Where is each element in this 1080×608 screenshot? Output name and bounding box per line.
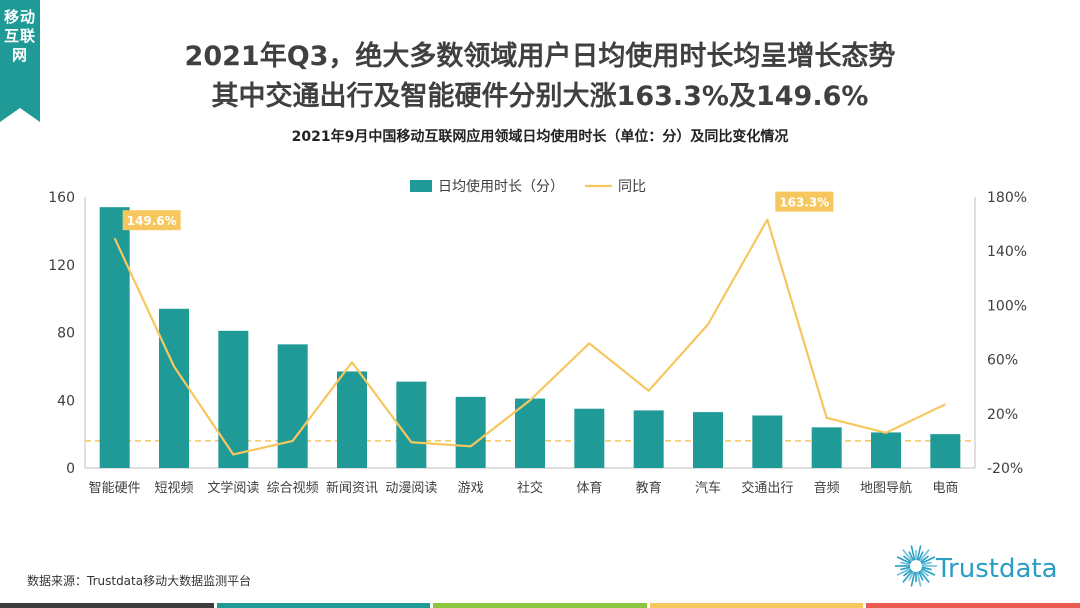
category-label: 新闻资讯 [326,480,378,496]
annotation-box [122,210,181,231]
side-tab-notch [0,108,40,122]
annotation-label: 149.6% [127,214,177,228]
title-line-2: 其中交通出行及智能硬件分别大涨163.3%及149.6% [211,81,869,112]
data-source: 数据来源：Trustdata移动大数据监测平台 [27,574,252,588]
bar [930,434,961,468]
bar [396,381,427,468]
bar [574,408,605,468]
left-tick-label: 160 [48,190,75,206]
right-tick-label: 100% [987,298,1027,314]
annotation-box [775,191,834,212]
legend-bar-label: 日均使用时长（分） [438,178,564,195]
bar [515,398,545,468]
footer-color-bar [0,603,1080,608]
bar [218,330,249,468]
right-tick-label: 140% [987,244,1027,260]
category-label: 体育 [576,480,602,496]
right-tick-label: 180% [987,190,1027,206]
category-label: 教育 [636,480,662,496]
left-tick-label: 0 [66,461,75,477]
bar [871,432,901,468]
logo-text: Trustdata [936,554,1058,584]
footer-bar-segment-2 [216,603,431,608]
category-label: 地图导航 [860,480,912,496]
category-label: 音频 [814,480,840,496]
bar [693,412,723,468]
footer-bar-segment-3 [433,603,647,608]
annotation-label: 163.3% [779,196,829,210]
right-tick-label: -20% [987,461,1023,477]
category-label: 动漫阅读 [385,481,437,496]
right-tick-label: 60% [987,353,1018,369]
category-label: 电商 [932,481,958,496]
left-tick-label: 80 [57,326,75,342]
bar [752,415,783,468]
footer-bar-segment-5 [866,603,1080,608]
legend-line-label: 同比 [618,179,646,195]
category-label: 社交 [517,480,543,496]
bar [633,410,664,468]
side-tab: 移动互联网 [0,0,40,122]
category-label: 游戏 [458,481,484,496]
trustdata-logo: Trustdata [892,540,1072,590]
category-label: 综合视频 [267,481,319,496]
bar [159,308,189,468]
left-tick-label: 40 [57,393,75,409]
legend-bar-swatch [410,180,432,192]
category-label: 短视频 [154,481,193,496]
side-tab-label: 移动互联网 [3,8,36,64]
category-label: 智能硬件 [89,481,141,496]
sunburst-icon [895,545,937,587]
category-label: 文学阅读 [207,480,259,496]
left-tick-label: 120 [48,258,75,274]
bar [337,371,367,468]
combo-chart: 0 40 80 120 160 -20% 20% 60% 100% 140% 180% 智能硬件 短视频… [48,178,1027,496]
bar [99,207,130,468]
footer-bar-segment-4 [649,603,864,608]
chart-subtitle: 2021年9月中国移动互联网应用领域日均使用时长（单位：分）及同比变化情况 [291,129,789,145]
category-label: 汽车 [695,480,721,496]
category-label: 交通出行 [741,480,793,496]
bar [277,344,308,468]
bar [455,396,486,468]
footer-bar-segment-1 [0,603,214,608]
right-tick-label: 20% [987,407,1018,423]
title-line-1: 2021年Q3，绝大多数领域用户日均使用时长均呈增长态势 [184,41,896,72]
bar [811,427,842,468]
